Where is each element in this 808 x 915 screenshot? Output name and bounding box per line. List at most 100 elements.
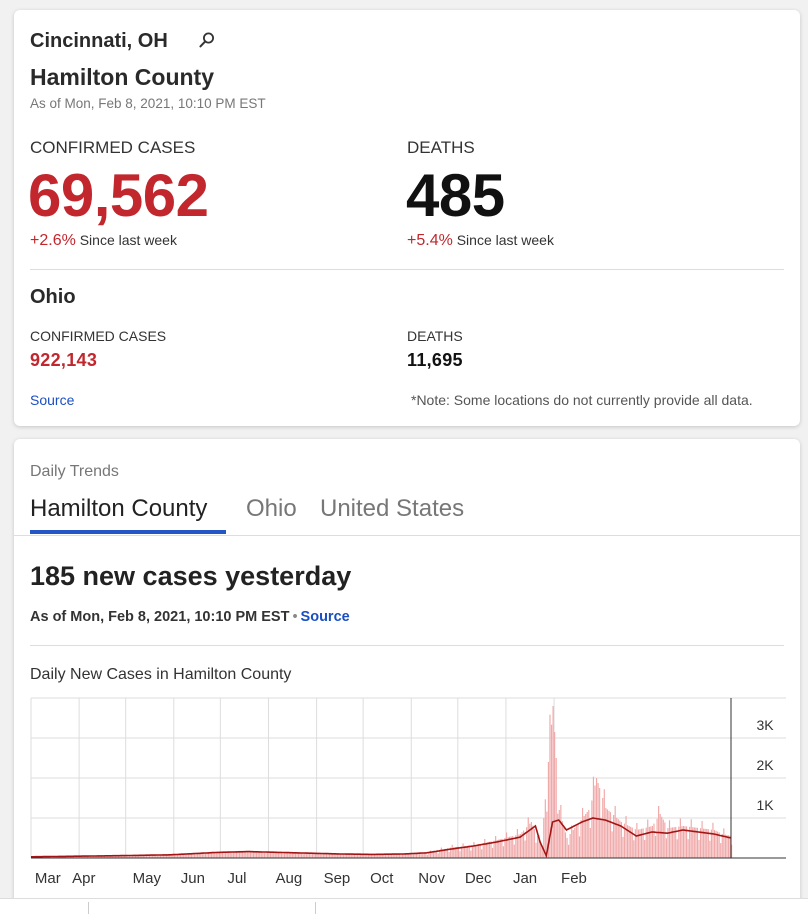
- daily-bar: [422, 853, 424, 858]
- daily-bar: [675, 827, 677, 858]
- daily-bar: [474, 844, 477, 858]
- daily-bar: [274, 852, 276, 858]
- daily-bar: [485, 842, 487, 858]
- daily-bar: [80, 856, 82, 858]
- daily-bar: [218, 851, 220, 858]
- daily-bar: [119, 855, 121, 858]
- daily-bar: [411, 853, 413, 858]
- daily-bar: [443, 848, 446, 858]
- daily-bar: [89, 856, 92, 858]
- daily-bar: [498, 839, 500, 858]
- daily-bar: [248, 851, 250, 858]
- daily-bar: [557, 813, 559, 858]
- daily-bar: [294, 853, 297, 858]
- daily-bar: [512, 836, 514, 858]
- daily-bar: [602, 798, 604, 858]
- daily-bar: [543, 818, 545, 858]
- daily-bar: [60, 856, 62, 858]
- daily-bar: [516, 829, 518, 858]
- daily-bar: [446, 848, 449, 858]
- daily-bar: [445, 848, 447, 858]
- daily-bar: [313, 853, 315, 858]
- daily-bar: [689, 826, 691, 858]
- daily-bar: [448, 851, 450, 858]
- daily-bar: [453, 847, 455, 858]
- daily-bar: [426, 854, 428, 858]
- trends-as-of-text: As of Mon, Feb 8, 2021, 10:10 PM EST: [30, 609, 290, 625]
- daily-bar: [200, 853, 202, 858]
- tab-hamilton-county[interactable]: Hamilton County: [30, 495, 208, 522]
- daily-bar: [318, 853, 320, 858]
- daily-bar: [131, 855, 134, 858]
- daily-bar: [346, 854, 348, 858]
- daily-bar: [467, 845, 469, 858]
- daily-bar: [488, 841, 491, 858]
- daily-bar: [62, 856, 64, 858]
- daily-bar: [350, 854, 352, 858]
- new-cases-headline: 185 new cases yesterday: [30, 561, 352, 591]
- daily-bar: [394, 854, 396, 858]
- as-of-timestamp: As of Mon, Feb 8, 2021, 10:10 PM EST: [30, 96, 266, 111]
- trends-as-of: As of Mon, Feb 8, 2021, 10:10 PM EST • Sou…: [30, 609, 350, 625]
- daily-bar: [107, 855, 109, 858]
- daily-bar: [211, 852, 213, 858]
- search-icon[interactable]: [198, 31, 216, 49]
- daily-bar: [172, 854, 174, 858]
- daily-bar: [619, 820, 621, 858]
- daily-bar: [228, 851, 230, 858]
- daily-bar: [128, 855, 130, 858]
- county-deaths-change-pct: +5.4%: [407, 232, 453, 249]
- daily-bar: [566, 838, 568, 858]
- daily-bar: [214, 852, 216, 858]
- daily-bar: [114, 855, 116, 858]
- bottom-taskbar-strip: [0, 898, 808, 915]
- daily-bar: [405, 854, 407, 858]
- daily-bar: [183, 854, 185, 858]
- daily-bar: [162, 854, 165, 858]
- daily-bar: [585, 814, 587, 858]
- daily-bar: [271, 852, 273, 858]
- daily-bar: [439, 850, 441, 858]
- daily-bar: [184, 853, 186, 858]
- daily-bar: [597, 783, 599, 858]
- trends-source-link[interactable]: Source: [300, 609, 350, 625]
- daily-bar: [454, 847, 456, 858]
- active-tab-indicator: [30, 530, 226, 534]
- daily-bar: [268, 852, 270, 858]
- daily-bar: [616, 817, 618, 858]
- daily-bar: [204, 852, 206, 858]
- county-deaths-change: +5.4% Since last week: [407, 232, 554, 250]
- daily-bar: [524, 840, 526, 858]
- daily-bar: [349, 854, 351, 858]
- daily-bar: [356, 854, 359, 858]
- daily-bar: [668, 820, 671, 858]
- daily-bar: [436, 850, 438, 858]
- daily-bar: [263, 852, 265, 858]
- daily-bar: [391, 854, 393, 858]
- daily-bar: [86, 856, 89, 858]
- daily-bar: [215, 852, 217, 858]
- daily-bar: [429, 850, 432, 858]
- daily-bar: [367, 854, 369, 858]
- daily-bar: [487, 842, 489, 858]
- daily-bar: [715, 830, 717, 858]
- daily-bar: [440, 847, 442, 858]
- daily-bar: [459, 851, 461, 858]
- daily-bar: [667, 828, 669, 858]
- daily-bar: [529, 823, 531, 858]
- daily-bar: [144, 855, 146, 858]
- daily-bar: [549, 714, 551, 858]
- daily-bar: [145, 855, 148, 858]
- daily-bar: [589, 828, 591, 858]
- source-link[interactable]: Source: [30, 392, 75, 408]
- daily-bar: [94, 856, 96, 858]
- daily-bar: [575, 826, 577, 858]
- daily-bar: [71, 856, 73, 858]
- daily-bar: [684, 826, 686, 858]
- county-deaths-value: 485: [406, 162, 505, 229]
- tab-united-states[interactable]: United States: [320, 495, 465, 522]
- daily-bar: [406, 854, 408, 858]
- daily-bar: [470, 850, 472, 858]
- daily-bar: [178, 854, 180, 858]
- tab-ohio[interactable]: Ohio: [246, 495, 297, 522]
